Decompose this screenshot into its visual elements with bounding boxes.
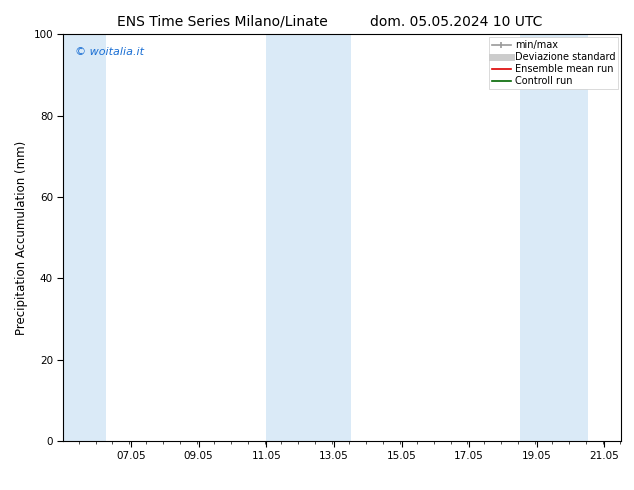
Bar xyxy=(520,34,588,441)
Text: ENS Time Series Milano/Linate: ENS Time Series Milano/Linate xyxy=(117,15,327,29)
Y-axis label: Precipitation Accumulation (mm): Precipitation Accumulation (mm) xyxy=(15,141,28,335)
Bar xyxy=(266,34,351,441)
Legend: min/max, Deviazione standard, Ensemble mean run, Controll run: min/max, Deviazione standard, Ensemble m… xyxy=(489,37,618,89)
Text: © woitalia.it: © woitalia.it xyxy=(75,47,143,56)
Text: dom. 05.05.2024 10 UTC: dom. 05.05.2024 10 UTC xyxy=(370,15,543,29)
Bar xyxy=(63,34,106,441)
